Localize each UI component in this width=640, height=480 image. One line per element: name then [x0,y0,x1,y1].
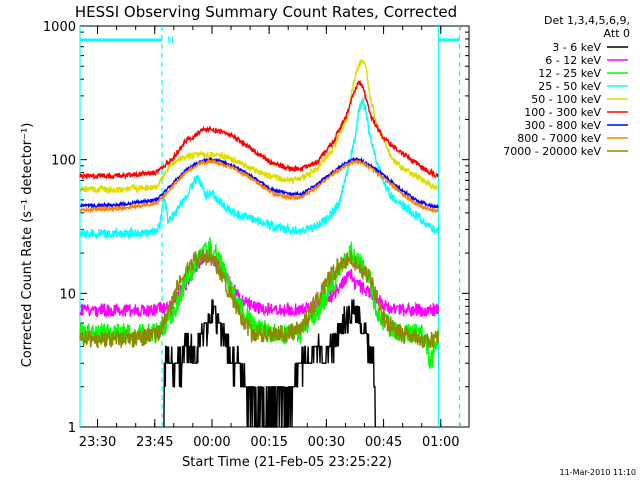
y-tick-label: 10 [59,287,76,302]
x-tick-label: 00:45 [365,435,402,450]
x-tick-label: 23:30 [79,435,116,450]
y-tick-label: 1 [68,421,76,436]
night-marker-label: N [167,36,174,46]
legend-label: 100 - 300 keV [524,106,601,119]
axis-ticks: 1 10 100 1000 23:30 23:45 00:00 00:15 00:30 00:45… [43,20,469,450]
x-axis-label: Start Time (21-Feb-05 23:25:22) [182,455,392,470]
legend-label: 25 - 50 keV [538,80,601,93]
y-axis-label: Corrected Count Rate (s⁻¹ detector⁻¹) [20,123,35,368]
series-lines [79,58,439,428]
legend-label: 6 - 12 keV [545,54,601,67]
legend-header: Det 1,3,4,5,6,9, [544,14,630,27]
x-tick-label: 00:00 [193,435,230,450]
series-line [79,157,439,214]
y-tick-label: 100 [51,154,76,169]
series-line [163,299,376,428]
legend-label: 800 - 7000 keV [517,132,601,145]
legend-label: 7000 - 20000 keV [503,145,601,158]
x-tick-label: 23:45 [136,435,173,450]
legend-header: Att 0 [604,27,630,40]
series-line [79,79,439,181]
legend-label: 50 - 100 keV [531,93,601,106]
timestamp: 11-Mar-2010 11:10 [560,468,637,477]
series-line [79,156,439,210]
x-tick-label: 00:15 [250,435,287,450]
x-tick-label: 01:00 [422,435,459,450]
legend-label: 300 - 800 keV [524,119,601,132]
series-line [79,249,439,319]
series-line [79,96,439,240]
series-line [79,247,439,349]
y-tick-label: 1000 [43,20,76,35]
x-tick-label: 00:30 [308,435,345,450]
chart-title: HESSI Observing Summary Count Rates, Cor… [75,3,457,21]
legend-label: 12 - 25 keV [538,67,601,80]
legend-label: 3 - 6 keV [552,41,601,54]
night-markers: N [79,26,461,427]
